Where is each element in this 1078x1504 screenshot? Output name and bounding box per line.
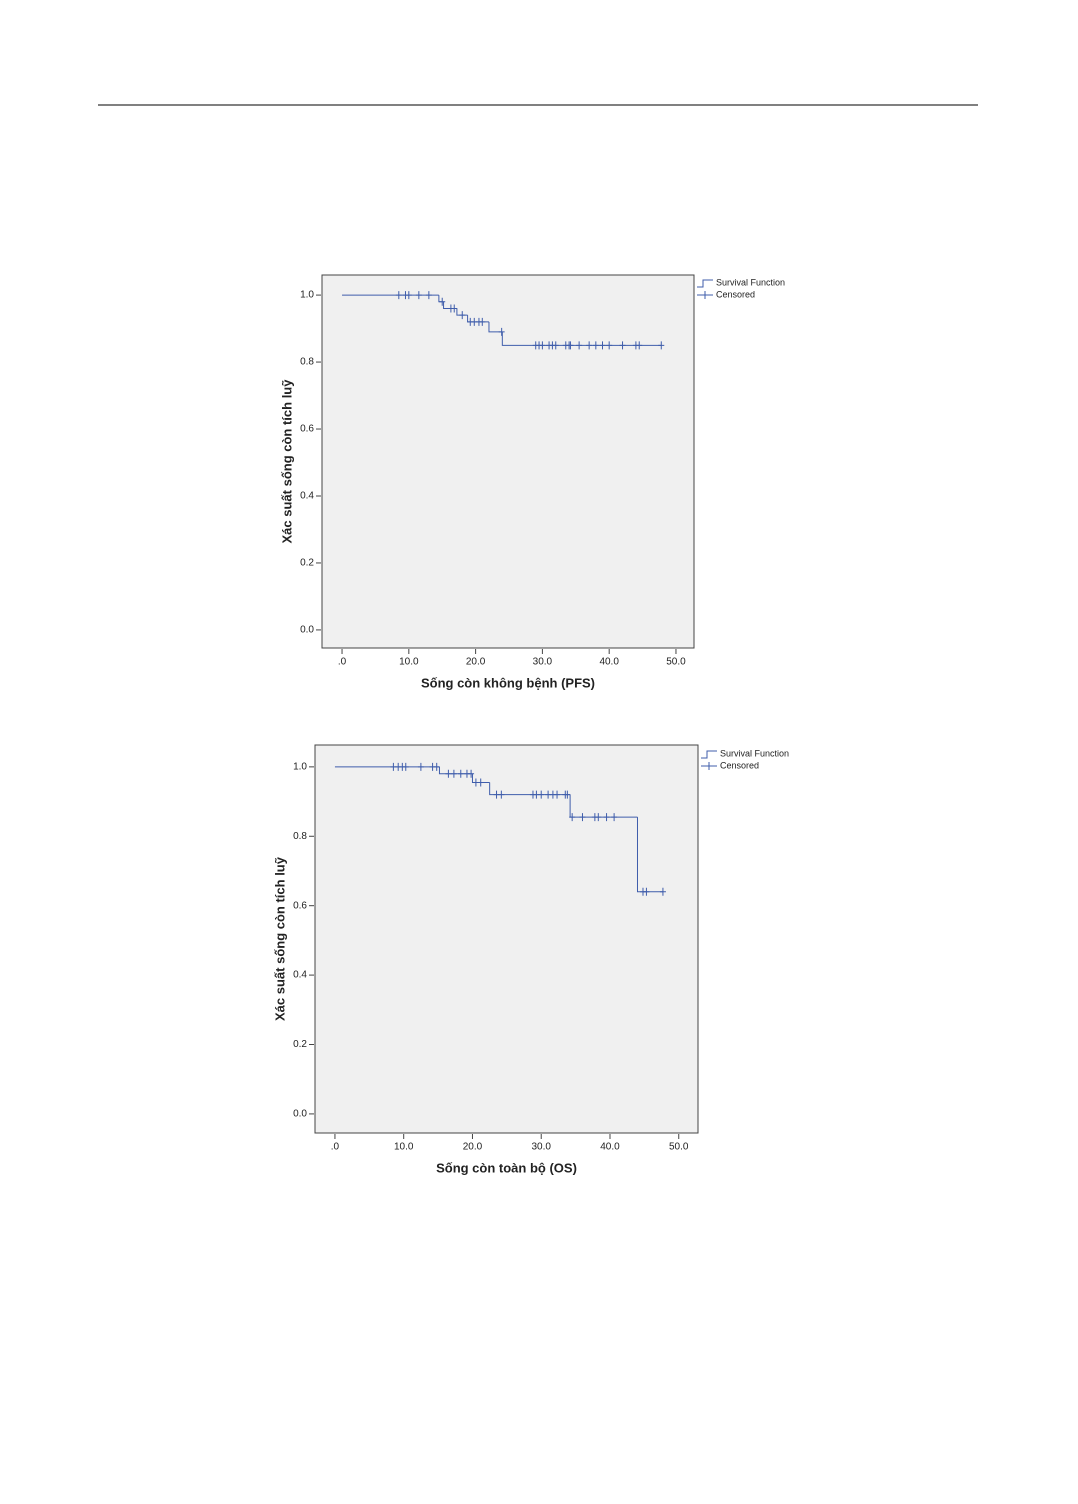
censored-mark (599, 341, 606, 350)
legend-swatch (697, 279, 713, 288)
censored-mark (451, 304, 458, 313)
censored-mark (479, 317, 486, 326)
y-tick-label: 0.2 (300, 558, 314, 569)
y-tick-label: 0.4 (300, 491, 314, 502)
y-tick-label: 1.0 (300, 290, 314, 301)
y-tick-label: 0.8 (300, 357, 314, 368)
censored-mark (425, 291, 432, 300)
y-tick-label: 0.2 (293, 1039, 307, 1050)
censored-mark (498, 327, 505, 336)
censored-mark (445, 769, 452, 778)
x-tick-label: 30.0 (533, 657, 553, 668)
x-tick-label: 50.0 (666, 657, 686, 668)
censored-mark (606, 341, 613, 350)
censored-mark (619, 341, 626, 350)
censored-mark (405, 291, 412, 300)
censored-mark (636, 341, 643, 350)
legend-label: Survival Function (716, 277, 785, 287)
x-tick-label: 20.0 (466, 657, 486, 668)
y-tick-label: 0.0 (293, 1109, 307, 1120)
censored-mark (415, 291, 422, 300)
censored-mark (395, 291, 402, 300)
y-axis-label: Xác suất sống còn tích luỹ (272, 856, 287, 1021)
censored-mark (658, 341, 665, 350)
plot-area (321, 274, 695, 649)
censored-mark (554, 790, 561, 799)
censored-mark (468, 769, 475, 778)
y-tick-label: 1.0 (293, 762, 307, 773)
censored-mark (643, 887, 650, 896)
x-tick-label: 40.0 (599, 657, 619, 668)
y-tick-label: 0.6 (293, 900, 307, 911)
x-axis-label: Sống còn không bệnh (PFS) (421, 675, 595, 690)
legend-label: Censored (720, 760, 759, 770)
censored-mark (498, 790, 505, 799)
censored-mark (603, 813, 610, 822)
censored-mark (450, 769, 457, 778)
x-tick-label: 40.0 (600, 1142, 620, 1153)
legend-swatch (701, 762, 717, 770)
censored-mark (567, 341, 574, 350)
censored-mark (564, 790, 571, 799)
censored-mark (538, 790, 545, 799)
x-tick-label: 10.0 (399, 657, 419, 668)
censored-mark (576, 341, 583, 350)
legend-label: Survival Function (720, 748, 789, 758)
x-tick-label: 20.0 (463, 1142, 483, 1153)
plot-area (314, 744, 699, 1134)
censored-mark (417, 762, 424, 771)
y-axis-label: Xác suất sống còn tích luỹ (279, 379, 294, 544)
y-tick-label: 0.8 (293, 831, 307, 842)
censored-mark (552, 341, 559, 350)
legend-swatch (697, 291, 713, 299)
y-tick-label: 0.0 (300, 625, 314, 636)
censored-mark (569, 813, 576, 822)
survival-step (636, 817, 663, 893)
x-tick-label: 30.0 (531, 1142, 551, 1153)
censored-mark (579, 813, 586, 822)
censored-mark (457, 769, 464, 778)
censored-mark (611, 813, 618, 822)
x-tick-label: .0 (331, 1142, 340, 1153)
x-tick-label: .0 (338, 657, 347, 668)
survival-step (471, 773, 490, 783)
survival-step (488, 321, 503, 333)
censored-mark (595, 813, 602, 822)
censored-mark (433, 762, 440, 771)
censored-mark (477, 778, 484, 787)
censored-mark (539, 341, 546, 350)
x-tick-label: 50.0 (669, 1142, 689, 1153)
y-tick-label: 0.4 (293, 970, 307, 981)
censored-mark (402, 762, 409, 771)
censored-mark (586, 341, 593, 350)
censored-mark (459, 311, 466, 320)
censored-mark (439, 297, 446, 306)
x-axis-label: Sống còn toàn bộ (OS) (436, 1160, 577, 1175)
y-tick-label: 0.6 (300, 424, 314, 435)
legend-label: Censored (716, 289, 755, 299)
x-tick-label: 10.0 (394, 1142, 414, 1153)
censored-mark (659, 887, 666, 896)
legend-swatch (701, 750, 717, 759)
censored-mark (592, 341, 599, 350)
